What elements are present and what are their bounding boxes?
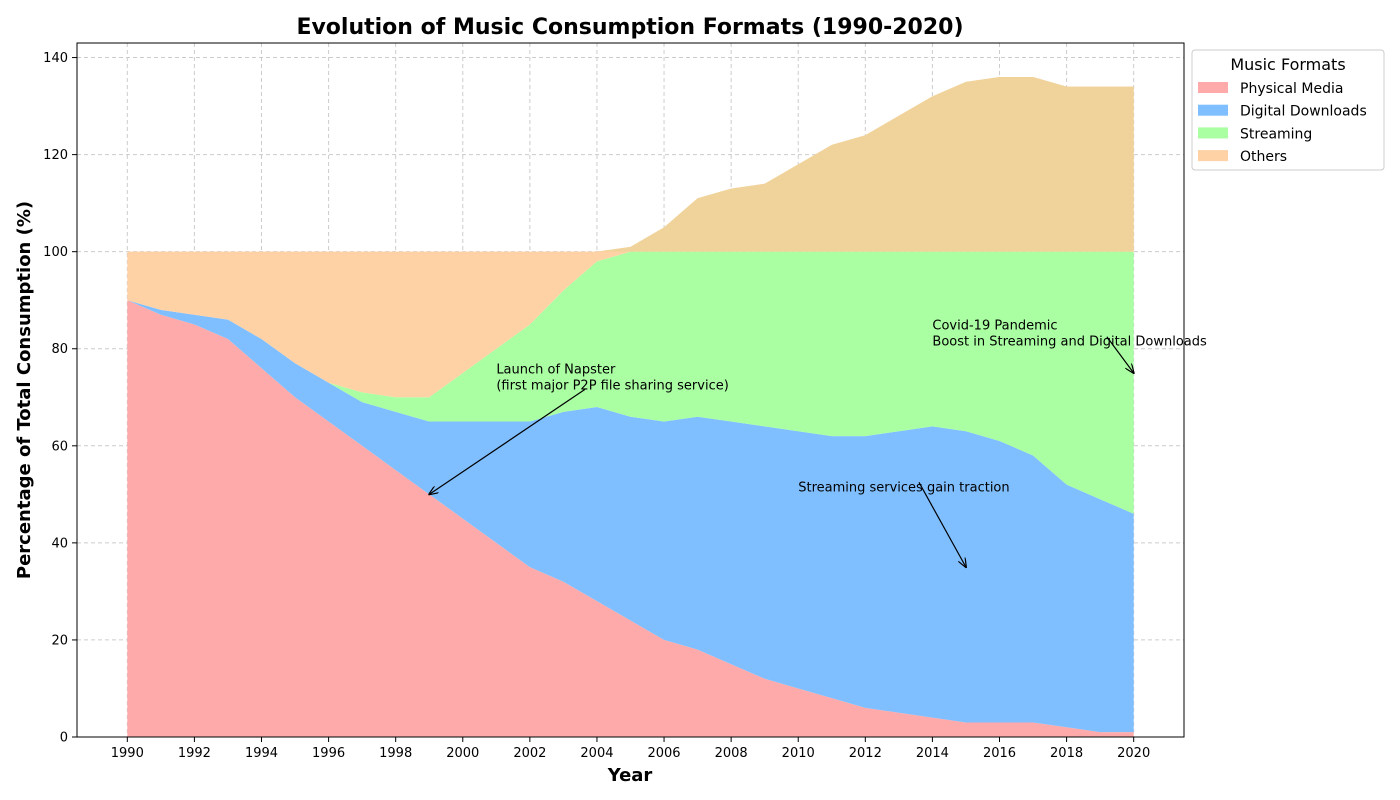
annotation-text: Launch of Napster [496,362,616,377]
x-tick-label: 2012 [849,746,882,761]
area-others-overflow [127,77,1133,252]
x-tick-label: 2018 [1050,746,1083,761]
y-tick-label: 40 [51,536,68,551]
legend-label: Digital Downloads [1240,104,1367,120]
legend-swatch [1198,105,1228,116]
x-tick-label: 1990 [111,746,144,761]
y-tick-label: 0 [60,731,68,746]
x-tick-label: 2006 [647,746,680,761]
y-tick-label: 100 [43,245,68,260]
y-tick-label: 80 [51,342,68,357]
y-tick-label: 60 [51,439,68,454]
x-tick-label: 2002 [513,746,546,761]
annotation-text: Boost in Streaming and Digital Downloads [932,335,1207,350]
x-tick-label: 2008 [715,746,748,761]
x-tick-label: 1994 [245,746,278,761]
x-tick-label: 2016 [983,746,1016,761]
x-tick-label: 2014 [916,746,949,761]
legend: Music Formats Physical Media Digital Down… [1192,50,1384,170]
legend-title: Music Formats [1230,55,1345,74]
x-tick-label: 2004 [580,746,613,761]
x-tick-label: 2020 [1117,746,1150,761]
legend-label: Others [1240,149,1287,165]
y-tick-label: 20 [51,633,68,648]
stacked-areas [127,77,1133,737]
x-tick-label: 1992 [178,746,211,761]
legend-label: Physical Media [1240,81,1343,97]
annotation-text: Covid-19 Pandemic [932,319,1057,334]
legend-swatch [1198,127,1228,138]
annotation-text: (first major P2P file sharing service) [496,378,729,393]
x-tick-label: 1998 [379,746,412,761]
y-tick-label: 120 [43,148,68,163]
x-axis-label: Year [607,765,653,786]
x-tick-label: 2000 [446,746,479,761]
x-tick-label: 1996 [312,746,345,761]
legend-label: Streaming [1240,126,1312,142]
legend-swatch [1198,82,1228,93]
chart-title: Evolution of Music Consumption Formats (… [296,15,963,40]
x-tick-label: 2010 [782,746,815,761]
legend-swatch [1198,150,1228,161]
y-tick-label: 140 [43,51,68,66]
annotation-text: Streaming services gain traction [798,480,1009,495]
y-axis-label: Percentage of Total Consumption (%) [14,201,35,579]
